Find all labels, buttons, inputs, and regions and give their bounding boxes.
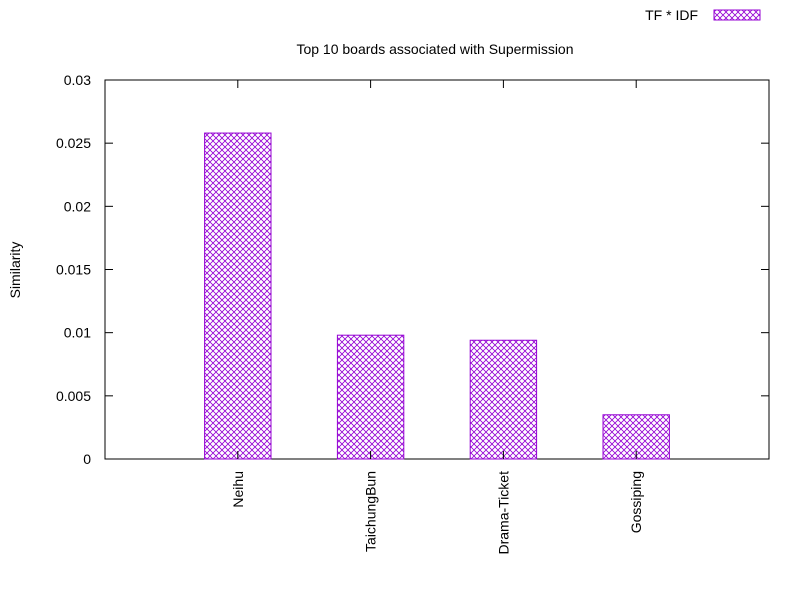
x-tick-label-taichungbun: TaichungBun [363,471,379,552]
legend-swatch [713,9,761,21]
y-axis-label: Similarity [7,242,23,299]
y-tick-label: 0.03 [64,72,91,88]
x-tick-label-neihu: Neihu [230,471,246,508]
y-tick-label: 0 [83,451,91,467]
bar-neihu [204,132,272,460]
y-tick-label: 0.01 [64,325,91,341]
y-tick-label: 0.02 [64,198,91,214]
y-axis: 0 0.005 0.01 0.015 0.02 0.025 0.03 [56,72,769,467]
bar-drama-ticket [469,339,538,460]
legend-label: TF * IDF [645,7,698,23]
y-tick-label: 0.015 [56,262,91,278]
bars [204,132,670,460]
y-tick-label: 0.025 [56,135,91,151]
y-tick-label: 0.005 [56,388,91,404]
x-axis: Neihu TaichungBun Drama-Ticket Gossiping [230,80,644,555]
chart-title: Top 10 boards associated with Supermissi… [296,41,573,57]
bar-taichungbun [336,334,405,460]
x-tick-label-drama-ticket: Drama-Ticket [495,471,511,555]
x-tick-label-gossiping: Gossiping [628,471,644,533]
